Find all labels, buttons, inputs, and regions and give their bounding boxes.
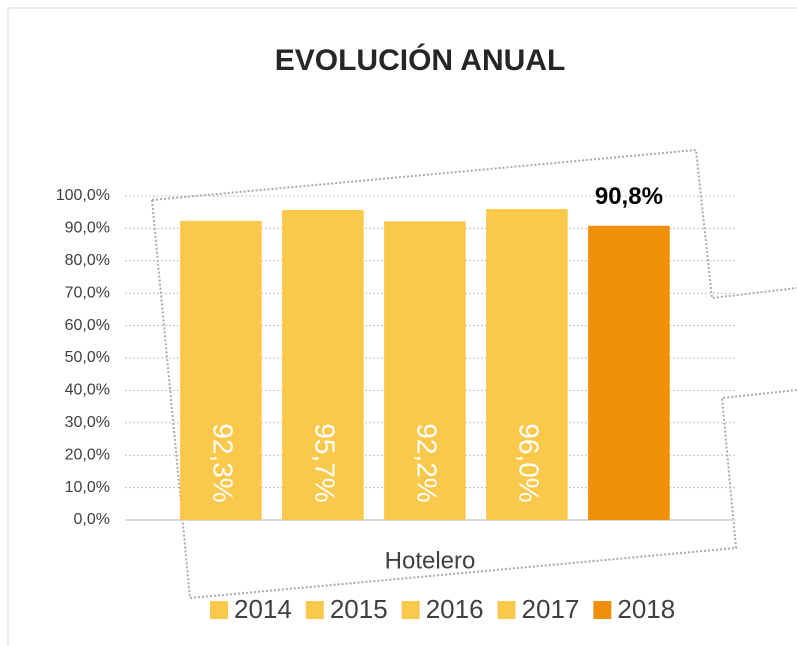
legend-swatch [401, 601, 420, 619]
y-tick-label: 0,0% [74, 511, 110, 528]
legend-label: 2017 [522, 594, 580, 624]
data-label: 96,0% [514, 423, 545, 502]
data-label: 95,7% [310, 423, 341, 502]
y-tick-label: 30,0% [65, 414, 110, 431]
decor-outline [151, 148, 797, 300]
legend-swatch [497, 601, 516, 619]
y-tick-label: 90,0% [65, 220, 110, 237]
y-tick-label: 50,0% [65, 349, 110, 366]
bar [588, 225, 670, 521]
y-tick-label: 20,0% [65, 446, 110, 463]
legend-label: 2016 [426, 594, 484, 624]
decor-outline [151, 199, 797, 600]
data-label: 90,8% [595, 183, 663, 210]
legend-label: 2018 [617, 594, 675, 624]
legend-swatch [593, 601, 612, 619]
y-tick-label: 100,0% [56, 187, 110, 204]
bar [180, 220, 262, 520]
y-tick-label: 60,0% [65, 317, 110, 334]
y-tick-label: 80,0% [65, 252, 110, 269]
data-label: 92,3% [208, 423, 239, 502]
chart-title: EVOLUCIÓN ANUAL [275, 43, 566, 77]
legend-swatch [210, 601, 228, 619]
bar [384, 221, 466, 520]
y-tick-label: 70,0% [65, 284, 110, 301]
data-label: 92,2% [412, 423, 443, 502]
legend-label: 2014 [234, 594, 292, 624]
y-tick-label: 10,0% [65, 479, 110, 496]
legend-swatch [305, 601, 324, 619]
chart-border [7, 7, 797, 646]
x-tick-label: Hotelero [385, 547, 476, 574]
y-tick-label: 40,0% [65, 382, 110, 399]
bar [486, 208, 568, 520]
legend-label: 2015 [330, 594, 388, 624]
bar [282, 209, 364, 520]
